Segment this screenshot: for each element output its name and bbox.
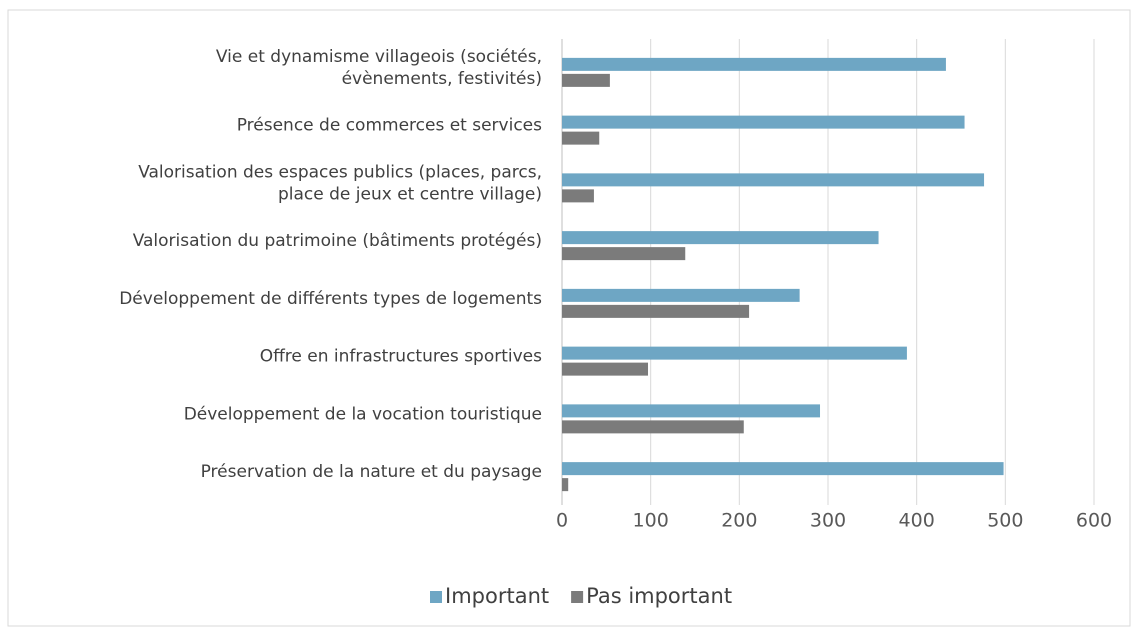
x-tick-label: 300	[810, 510, 846, 532]
bar	[562, 57, 946, 71]
x-tick-label: 600	[1076, 510, 1112, 532]
x-tick-label: 0	[556, 510, 568, 532]
bar	[562, 304, 750, 318]
chart-frame	[7, 9, 1131, 627]
y-tick-label: Préservation de la nature et du paysage	[201, 462, 542, 482]
bar	[562, 131, 600, 145]
y-tick-label: Valorisation des espaces publics (places…	[138, 162, 542, 182]
y-tick-label: évènements, festivités)	[342, 69, 542, 89]
bar	[562, 478, 569, 492]
x-tick-label: 500	[987, 510, 1023, 532]
legend-swatch	[430, 591, 442, 603]
bar	[562, 404, 821, 418]
x-tick-label: 400	[899, 510, 935, 532]
y-tick-label: Développement de la vocation touristique	[184, 404, 542, 424]
y-tick-label: place de jeux et centre village)	[278, 184, 542, 204]
bar	[562, 362, 649, 376]
x-tick-label: 100	[633, 510, 669, 532]
x-tick-label: 200	[721, 510, 757, 532]
y-tick-label: Offre en infrastructures sportives	[260, 347, 542, 367]
legend-label: Pas important	[586, 584, 732, 608]
y-tick-label: Présence de commerces et services	[237, 116, 542, 136]
bar	[562, 115, 965, 129]
bar	[562, 189, 594, 203]
bar	[562, 288, 800, 302]
bar	[562, 73, 610, 87]
bar	[562, 462, 1004, 476]
legend-label: Important	[445, 584, 549, 608]
bar	[562, 346, 907, 360]
bar	[562, 247, 686, 261]
bar	[562, 173, 985, 187]
y-tick-label: Vie et dynamisme villageois (sociétés,	[216, 47, 542, 67]
legend-swatch	[571, 591, 584, 603]
y-tick-label: Développement de différents types de log…	[119, 289, 542, 309]
y-tick-label: Valorisation du patrimoine (bâtiments pr…	[133, 231, 542, 251]
bar	[562, 231, 879, 245]
bar	[562, 420, 744, 434]
